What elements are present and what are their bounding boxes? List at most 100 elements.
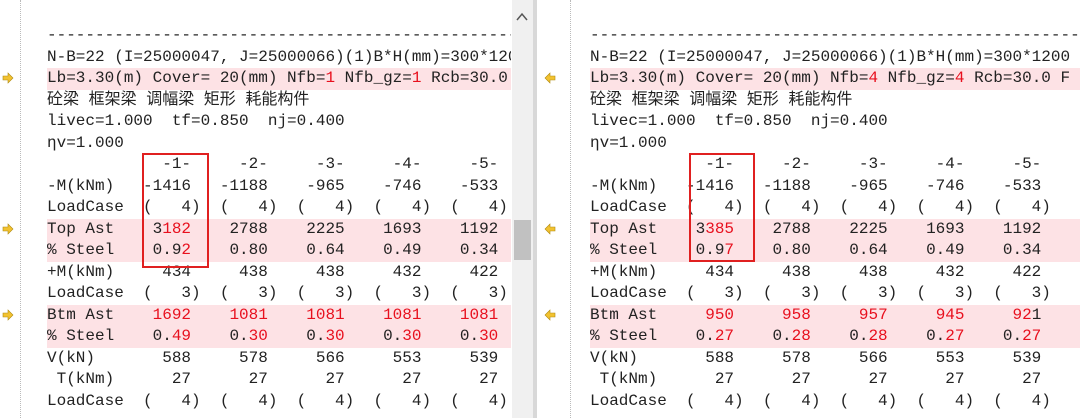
text-line: 砼梁 框架梁 调幅梁 矩形 耗能构件	[590, 90, 1080, 112]
changed-text: 182	[162, 219, 192, 238]
changed-text: 4	[868, 69, 879, 87]
text-line: Btm Ast 1692 1081 1081 1081 1081	[47, 304, 511, 326]
text: 0.	[421, 327, 480, 345]
text: 2788 2225 1693 1192	[734, 219, 1042, 238]
text: ηv=1.000	[590, 133, 667, 152]
text: -M(kNm) -1416 -1188 -965 -746 -533	[590, 176, 1042, 195]
text	[345, 306, 383, 324]
changed-text: 1081	[459, 305, 499, 324]
text: 0.	[191, 327, 249, 345]
text: Nfb_gz=	[335, 69, 412, 87]
text-line: Lb=3.30(m) Cover= 20(mm) Nfb=4 Nfb_gz=4 …	[590, 68, 1080, 90]
left-pane: ----------------------------------------…	[21, 0, 511, 418]
changed-text: 49	[171, 327, 192, 345]
text-line: V(kN) 588 578 566 553 539	[47, 348, 511, 370]
text: LoadCase ( 4) ( 4) ( 4) ( 4) ( 4)	[590, 198, 1051, 216]
text: LoadCase ( 4) ( 4) ( 4) ( 4) ( 4)	[47, 391, 508, 410]
text-line: ----------------------------------------…	[590, 25, 1080, 47]
changed-text: 92	[1012, 305, 1032, 324]
text: % Steel 0.	[590, 327, 715, 345]
text-line: -1- -2- -3- -4- -5-	[47, 154, 511, 176]
changed-text: 385	[705, 219, 735, 238]
text-line: V(kN) 588 578 566 553 539	[590, 348, 1080, 370]
text	[734, 306, 782, 324]
text: 0.	[964, 327, 1023, 345]
changed-text: 30	[479, 327, 499, 345]
text: -M(kNm) -1416 -1188 -965 -746 -533	[47, 176, 499, 195]
text: % Steel 0.	[47, 327, 172, 345]
text: % Steel 0.9	[47, 241, 182, 259]
text-line: LoadCase ( 4) ( 4) ( 4) ( 4) ( 4)	[47, 391, 511, 413]
text-line: N-B=22 (I=25000047, J=25000066)(1)B*H(mm…	[590, 47, 1080, 69]
text: 砼梁 框架梁 调幅梁 矩形 耗能构件	[590, 90, 853, 109]
text-line: -M(kNm) -1416 -1188 -965 -746 -533	[47, 176, 511, 198]
changed-text: 30	[325, 327, 345, 345]
text: -1- -2- -3- -4- -5-	[47, 155, 499, 173]
text: Top Ast 3	[590, 219, 706, 238]
text: % Steel 0.9	[590, 241, 725, 259]
text: 2788 2225 1693 1192	[191, 219, 499, 238]
text: Btm Ast	[47, 305, 153, 324]
changed-text: 28	[868, 327, 888, 345]
text: LoadCase ( 4) ( 4) ( 4) ( 4) ( 4)	[590, 391, 1051, 410]
text	[268, 306, 306, 324]
splitter[interactable]	[533, 0, 537, 418]
changed-text: 1	[411, 69, 422, 87]
text-line: % Steel 0.49 0.30 0.30 0.30 0.30	[47, 326, 511, 348]
changed-text: 30	[248, 327, 268, 345]
text: Lb=3.30(m) Cover= 20(mm) Nfb=	[590, 69, 869, 87]
changed-text: 1081	[229, 305, 268, 324]
gutter	[537, 0, 571, 418]
changed-text: 7	[724, 241, 735, 259]
text: T(kNm) 27 27 27 27 27	[47, 370, 499, 388]
text: +M(kNm) 434 438 438 432 422	[590, 262, 1042, 281]
changed-text: 950	[705, 305, 735, 324]
text-line: T(kNm) 27 27 27 27 27	[590, 369, 1080, 391]
text: ----------------------------------------…	[47, 26, 511, 44]
text-line: % Steel 0.92 0.80 0.64 0.49 0.34	[47, 240, 511, 262]
text: livec=1.000 tf=0.850 nj=0.400	[47, 112, 345, 130]
scrollbar[interactable]	[512, 0, 533, 418]
text: 0.	[887, 327, 946, 345]
text	[965, 306, 1013, 324]
text: 0.80 0.64 0.49 0.34	[734, 241, 1042, 259]
text-line: % Steel 0.27 0.28 0.28 0.27 0.27	[590, 326, 1080, 348]
text: V(kN) 588 578 566 553 539	[590, 348, 1042, 367]
scroll-up[interactable]	[512, 0, 533, 30]
text	[811, 306, 859, 324]
text-line: % Steel 0.97 0.80 0.64 0.49 0.34	[590, 240, 1080, 262]
text: Rcb=30.0 F	[964, 69, 1071, 87]
text-line: N-B=22 (I=25000047, J=25000066)(1)B*H(mm…	[47, 47, 511, 69]
text: livec=1.000 tf=0.850 nj=0.400	[590, 112, 888, 130]
changed-text: 1081	[383, 305, 422, 324]
text: ηv=1.000	[47, 133, 124, 152]
text: 砼梁 框架梁 调幅梁 矩形 耗能构件	[47, 90, 310, 109]
text-line: LoadCase ( 3) ( 3) ( 3) ( 3) ( 3)	[47, 283, 511, 305]
scroll-thumb[interactable]	[514, 220, 531, 260]
text: Top Ast 3	[47, 219, 163, 238]
text: T(kNm) 27 27 27 27 27	[590, 370, 1042, 388]
text: 0.	[734, 327, 792, 345]
text-line: ----------------------------------------…	[47, 25, 511, 47]
text: 0.80 0.64 0.49 0.34	[191, 241, 499, 259]
changed-text: 958	[782, 305, 811, 324]
text: N-B=22 (I=25000047, J=25000066)(1)B*H(mm…	[47, 47, 511, 66]
text	[421, 306, 459, 324]
text: Lb=3.30(m) Cover= 20(mm) Nfb=	[47, 69, 326, 87]
text-line: 砼梁 框架梁 调幅梁 矩形 耗能构件	[47, 90, 511, 112]
text: -1- -2- -3- -4- -5-	[590, 155, 1042, 173]
text-line: +M(kNm) 434 438 438 432 422	[590, 262, 1080, 284]
text: 0.	[810, 327, 869, 345]
changed-text: 945	[935, 305, 965, 324]
text-line: T(kNm) 27 27 27 27 27	[47, 369, 511, 391]
text-line: livec=1.000 tf=0.850 nj=0.400	[47, 111, 511, 133]
changed-text: 30	[402, 327, 422, 345]
text-line: +M(kNm) 434 438 438 432 422	[47, 262, 511, 284]
changed-text: 2	[181, 241, 192, 259]
text: LoadCase ( 4) ( 4) ( 4) ( 4) ( 4)	[47, 198, 508, 216]
changed-text: 27	[945, 327, 965, 345]
text-line: LoadCase ( 4) ( 4) ( 4) ( 4) ( 4)	[590, 197, 1080, 219]
text-line: ηv=1.000	[590, 133, 1080, 155]
text-line: -M(kNm) -1416 -1188 -965 -746 -533	[590, 176, 1080, 198]
